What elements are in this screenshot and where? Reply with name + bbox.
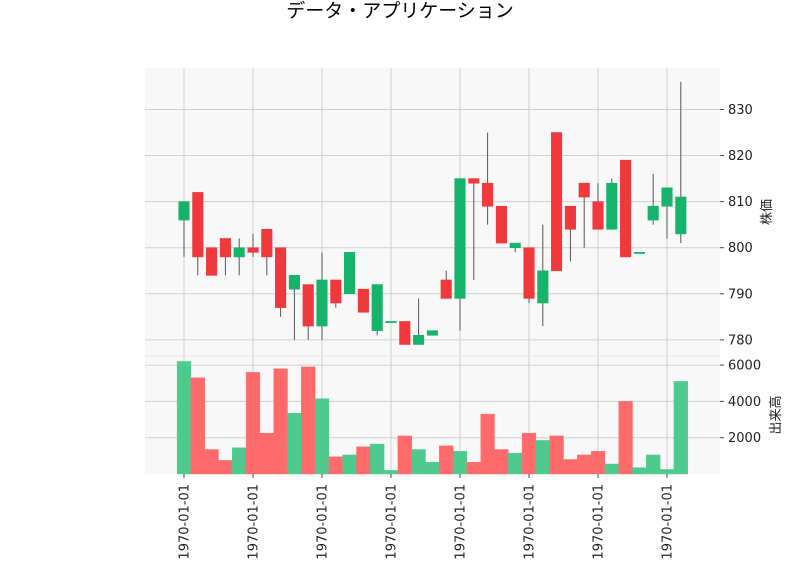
candle-body: [440, 279, 452, 299]
volume-bar: [659, 469, 675, 475]
candle-body: [247, 247, 259, 253]
x-tick-label: 1970-01-01: [523, 484, 538, 560]
candle-body: [399, 321, 411, 345]
volume-bar: [508, 452, 523, 475]
candle-body: [178, 201, 190, 221]
candle-body: [261, 228, 273, 258]
candle-body: [219, 238, 231, 258]
volume-bar: [549, 435, 564, 475]
volume-bar: [314, 398, 330, 475]
candle-body: [620, 159, 632, 258]
price-tick-label: 790: [728, 287, 753, 302]
x-tick-label: 1970-01-01: [661, 484, 676, 560]
volume-bar: [604, 463, 619, 475]
candle-body: [371, 284, 383, 331]
volume-bar: [632, 467, 647, 475]
chart-title: データ・アプリケーション: [286, 0, 514, 22]
candle-body: [578, 182, 590, 198]
candle-body: [413, 334, 425, 345]
volume-bar: [273, 368, 288, 475]
price-tick-label: 800: [728, 241, 753, 256]
price-tick-label: 780: [728, 333, 753, 348]
price-panel-background: [145, 68, 720, 356]
candle-body: [426, 330, 438, 336]
candle-body: [564, 205, 576, 230]
candle-body: [633, 252, 645, 254]
volume-bar: [535, 440, 550, 475]
volume-bar: [411, 449, 426, 475]
candle-body: [661, 187, 673, 207]
volume-tick-label: 4000: [728, 395, 761, 410]
volume-bar: [383, 470, 399, 475]
candle-body: [454, 178, 466, 299]
volume-bar: [301, 366, 316, 475]
candle-body: [647, 205, 659, 221]
candle-body: [537, 270, 549, 304]
candle-body: [606, 182, 618, 230]
candle-body: [206, 247, 218, 276]
candle-body: [495, 205, 507, 244]
volume-bar: [494, 449, 509, 475]
x-tick-label: 1970-01-01: [247, 484, 262, 560]
volume-bar: [245, 372, 261, 475]
candle-body: [592, 201, 604, 230]
candle-body: [302, 284, 314, 327]
candle-body: [357, 288, 369, 313]
volume-bar: [218, 460, 233, 475]
candle-body: [385, 321, 397, 323]
volume-bar: [190, 377, 205, 475]
candle-body: [192, 192, 204, 258]
candle-body: [675, 196, 687, 235]
candle-body: [551, 132, 563, 272]
volume-bar: [259, 432, 274, 475]
candle-body: [330, 279, 342, 304]
x-tick-label: 1970-01-01: [454, 484, 469, 560]
volume-bar: [439, 445, 454, 475]
volume-bar: [204, 449, 219, 475]
volume-bar: [563, 459, 578, 475]
candle-body: [344, 252, 356, 295]
candle-body: [233, 247, 245, 258]
price-tick-label: 830: [728, 103, 753, 118]
volume-tick-label: 6000: [728, 359, 761, 374]
x-tick-label: 1970-01-01: [385, 484, 400, 560]
volume-bar: [328, 456, 343, 475]
volume-bar: [397, 435, 412, 475]
volume-bar: [356, 446, 371, 475]
candle-body: [509, 242, 521, 249]
volume-panel-background: [145, 356, 720, 474]
volume-bar: [618, 401, 633, 475]
volume-bar: [521, 432, 537, 475]
candle-body: [468, 178, 480, 184]
price-axis-label: 株価: [760, 199, 775, 225]
volume-bar: [480, 413, 495, 475]
candle-body: [316, 279, 328, 327]
volume-bar: [342, 454, 357, 475]
volume-bar: [287, 412, 302, 475]
candle-body: [275, 247, 287, 308]
volume-tick-label: 2000: [728, 431, 761, 446]
volume-bar: [452, 451, 468, 475]
volume-bar: [577, 454, 592, 475]
volume-axis-label: 出来高: [768, 395, 784, 434]
price-tick-label: 820: [728, 149, 753, 164]
volume-bar: [646, 454, 661, 475]
x-tick-label: 1970-01-01: [592, 484, 607, 560]
x-tick-label: 1970-01-01: [316, 484, 331, 560]
volume-bar: [176, 361, 192, 475]
candle-body: [288, 275, 300, 290]
x-tick-label: 1970-01-01: [178, 484, 193, 560]
volume-bar: [590, 451, 606, 475]
candle-body: [482, 182, 494, 207]
volume-bar: [232, 447, 247, 475]
volume-bar: [425, 462, 440, 475]
price-tick-label: 810: [728, 195, 753, 210]
candle-body: [523, 247, 535, 299]
volume-bar: [673, 381, 688, 475]
volume-bar: [370, 443, 385, 475]
volume-bar: [466, 462, 481, 475]
